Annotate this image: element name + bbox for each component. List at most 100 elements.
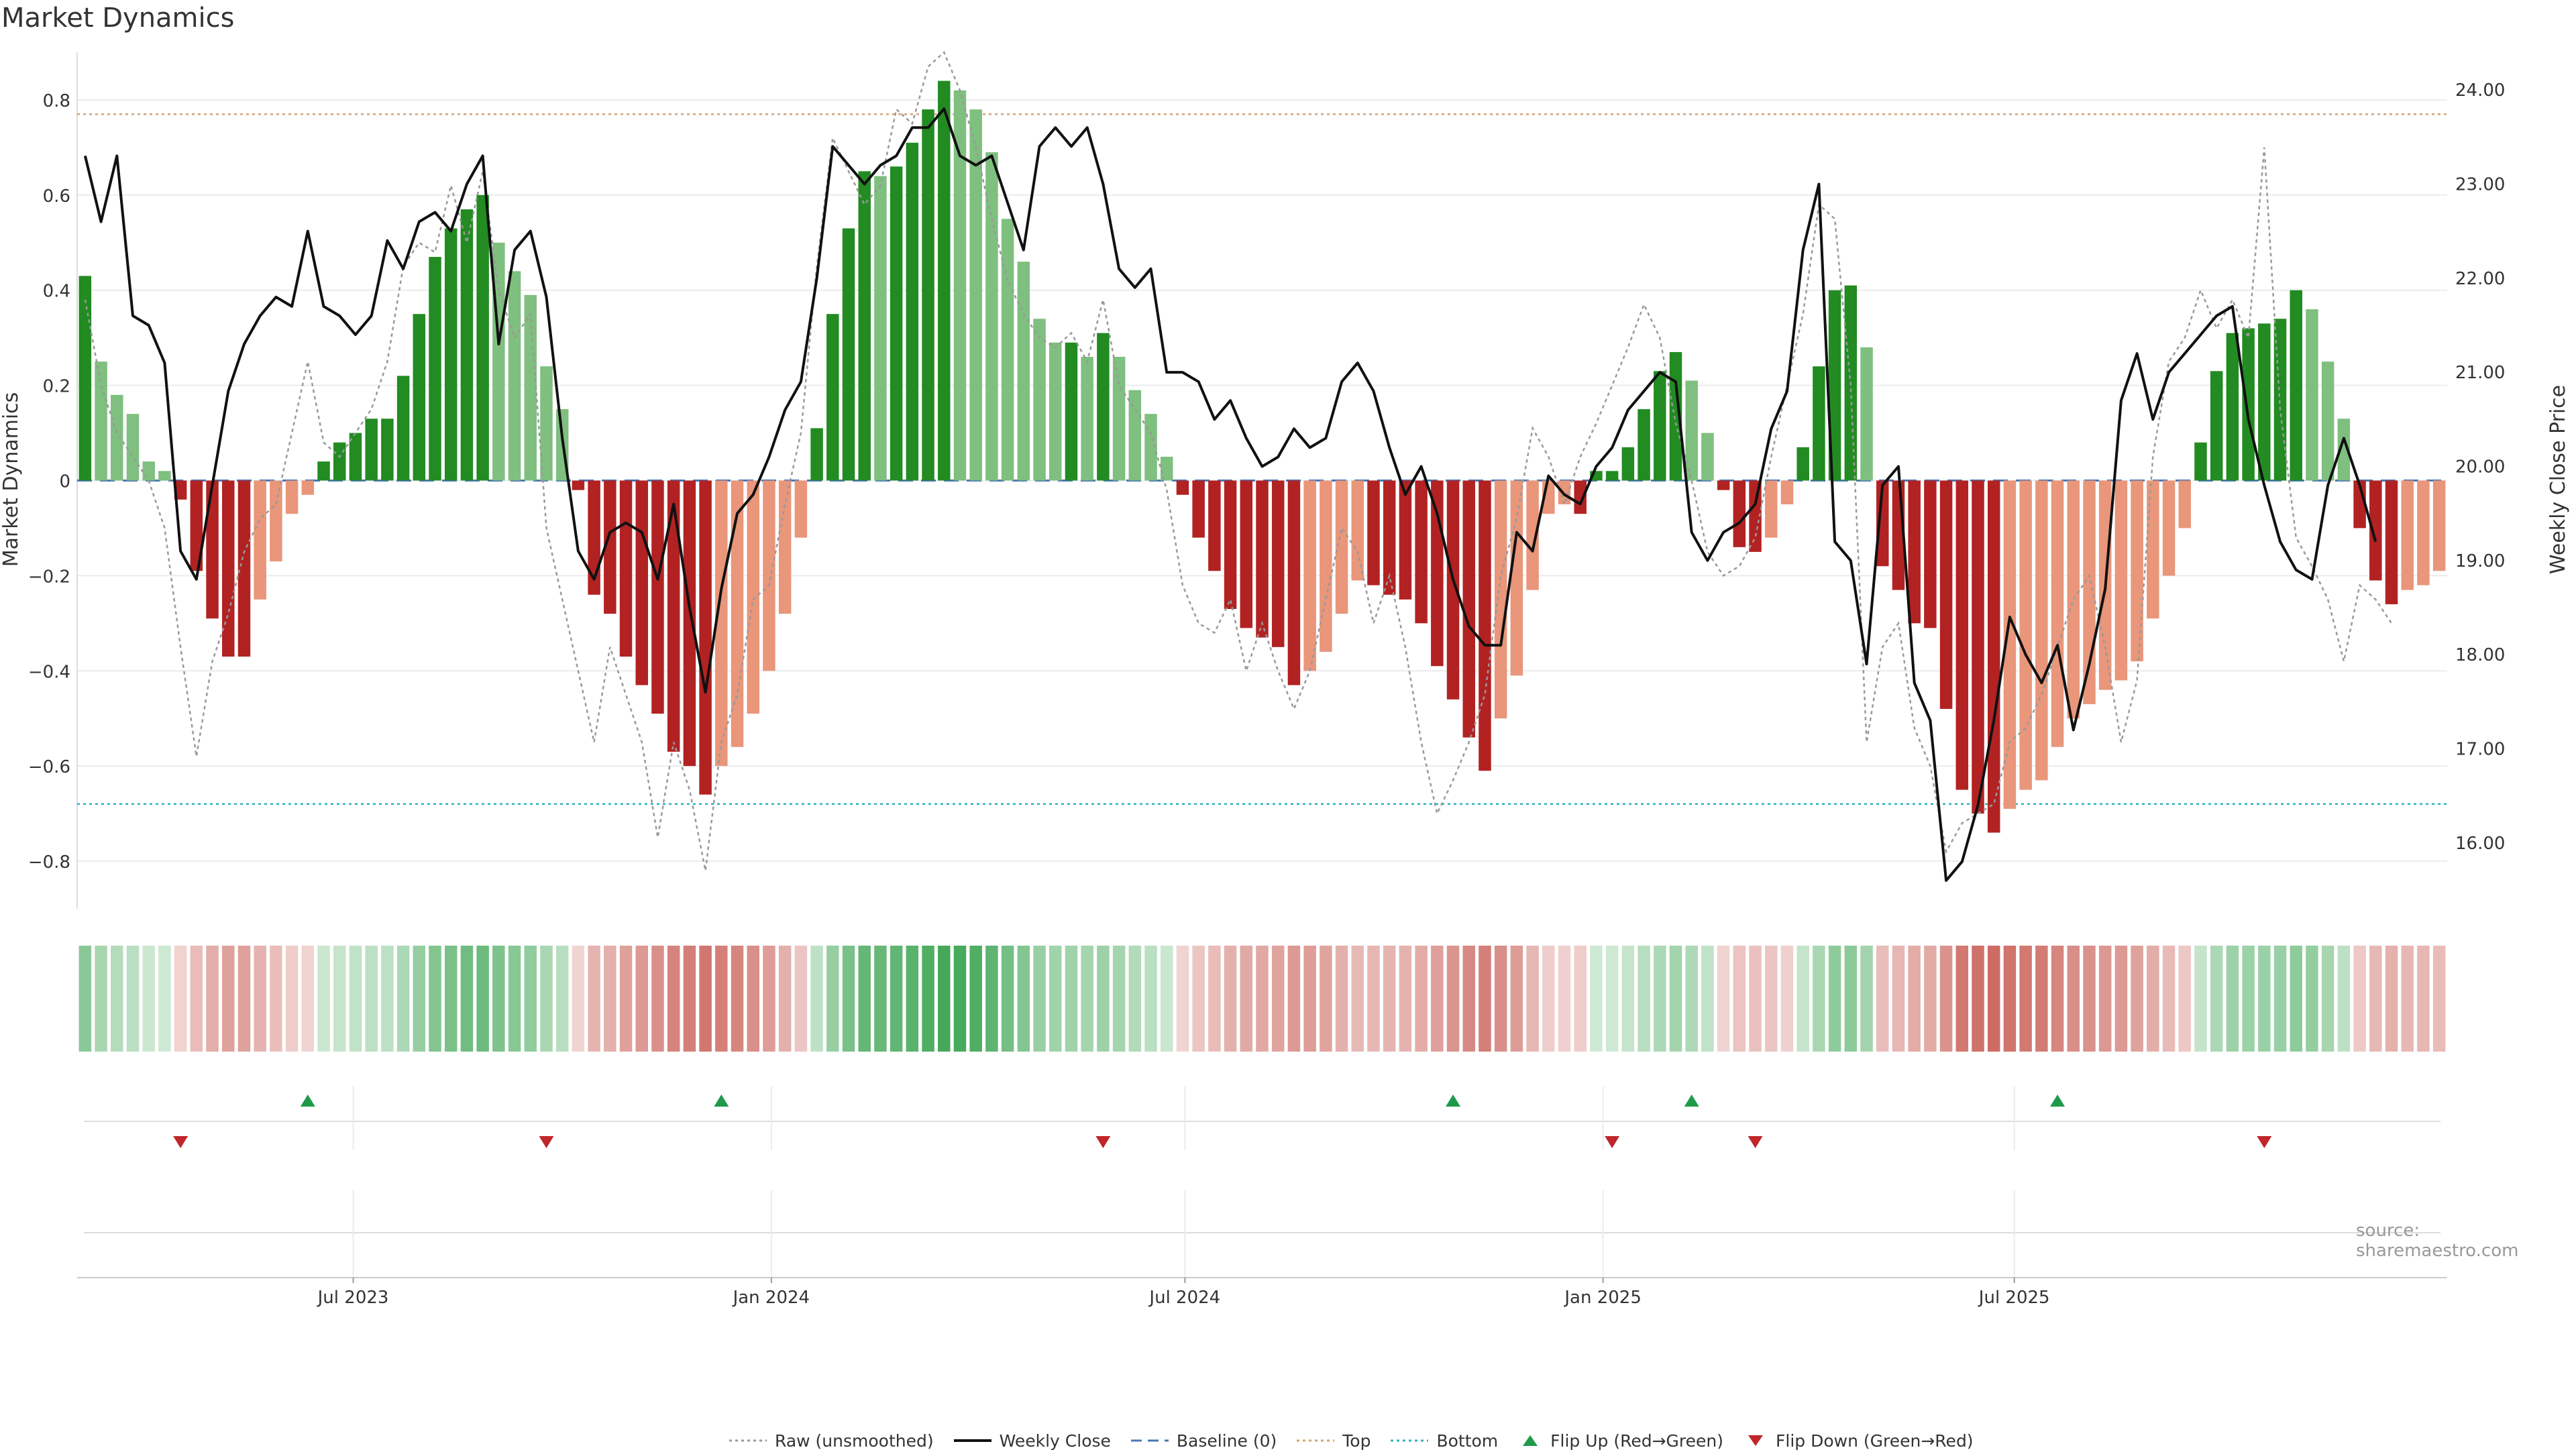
regime-strip-cell xyxy=(1638,946,1650,1052)
market-dynamics-bar xyxy=(2226,333,2239,481)
market-dynamics-bar xyxy=(2051,480,2064,747)
regime-strip-cell xyxy=(1033,946,1046,1052)
market-dynamics-bar xyxy=(540,366,553,481)
market-dynamics-bar xyxy=(747,480,759,714)
market-dynamics-bar xyxy=(2083,480,2096,704)
market-dynamics-bar xyxy=(2147,480,2159,619)
regime-strip-cell xyxy=(619,946,633,1052)
market-dynamics-bar xyxy=(874,176,887,481)
market-dynamics-bar xyxy=(1749,480,1762,552)
regime-strip-cell xyxy=(1780,946,1794,1052)
market-dynamics-bar xyxy=(1685,380,1698,481)
market-dynamics-bar xyxy=(2003,480,2017,809)
market-dynamics-bar xyxy=(1972,480,1984,814)
market-dynamics-bar xyxy=(2178,480,2192,528)
regime-strip-cell xyxy=(555,946,569,1052)
raw-unsmoothed-line xyxy=(84,50,2393,871)
regime-strip-cell xyxy=(1526,946,1539,1052)
market-dynamics-bar xyxy=(2210,371,2223,481)
market-dynamics-bar xyxy=(1510,480,1523,676)
market-dynamics-bar xyxy=(349,433,362,481)
regime-strip-cell xyxy=(270,946,282,1052)
market-dynamics-bar xyxy=(254,480,266,600)
market-dynamics-bar xyxy=(1701,433,1714,481)
regime-strip-cell xyxy=(158,946,171,1052)
market-dynamics-bar xyxy=(2114,480,2128,681)
legend-label: Weekly Close xyxy=(999,1431,1111,1451)
regime-strip-cell xyxy=(1621,946,1635,1052)
regime-strip-cell xyxy=(922,946,934,1052)
regime-strip-cell xyxy=(588,946,600,1052)
y-tick-label-right: 16.00 xyxy=(2455,834,2505,854)
market-dynamics-bar xyxy=(1654,371,1666,481)
regime-strip-cell xyxy=(1844,946,1858,1052)
source-note: source: sharemaestro.com xyxy=(2356,1221,2519,1261)
regime-strip-cell xyxy=(1192,946,1205,1052)
market-dynamics-bar xyxy=(2337,418,2351,481)
regime-strip-cell xyxy=(1081,946,1093,1052)
regime-strip-cell xyxy=(111,946,123,1052)
market-dynamics-bar xyxy=(1383,480,1396,595)
regime-strip-cell xyxy=(985,946,998,1052)
y-tick-label-right: 22.00 xyxy=(2455,269,2505,289)
regime-strip-cell xyxy=(1462,946,1475,1052)
regime-strip-cell xyxy=(142,946,155,1052)
legend-item: Baseline (0) xyxy=(1130,1431,1277,1451)
regime-strip-cell xyxy=(1813,946,1825,1052)
regime-strip-cell xyxy=(1446,946,1460,1052)
regime-strip-cell xyxy=(1224,946,1237,1052)
market-dynamics-bar xyxy=(1780,480,1794,504)
market-dynamics-bar xyxy=(2194,442,2207,481)
market-dynamics-bar xyxy=(1367,480,1380,585)
regime-strip-cell xyxy=(1939,946,1953,1052)
regime-strip-cell xyxy=(301,946,315,1052)
market-dynamics-bar xyxy=(2035,480,2048,781)
regime-strip-cell xyxy=(1574,946,1587,1052)
bars-layer xyxy=(78,80,2446,833)
regime-strip-cell xyxy=(460,946,474,1052)
x-tick-label: Jan 2024 xyxy=(732,1288,810,1308)
regime-strip-cell xyxy=(540,946,553,1052)
market-dynamics-bar xyxy=(683,480,696,767)
regime-strip-cell xyxy=(1542,946,1555,1052)
legend-swatch xyxy=(1748,1435,1764,1446)
weekly-close-line xyxy=(83,107,2377,882)
regime-strip-cell xyxy=(2147,946,2159,1052)
regime-strip-cell xyxy=(444,946,458,1052)
market-dynamics-bar xyxy=(1462,480,1475,738)
market-dynamics-bar xyxy=(444,228,458,481)
regime-strip-cell xyxy=(842,946,855,1052)
flip-up-marker xyxy=(300,1095,315,1107)
regime-strip xyxy=(78,946,2446,1052)
regime-strip-cell xyxy=(1144,946,1157,1052)
market-dynamics-bar xyxy=(1987,480,2000,833)
regime-strip-cell xyxy=(2242,946,2255,1052)
x-tick-label: Jul 2025 xyxy=(1978,1288,2050,1308)
market-dynamics-bar xyxy=(2321,361,2334,481)
market-dynamics-bar xyxy=(2290,290,2302,481)
regime-strip-cell xyxy=(1987,946,2000,1052)
regime-strip-cell xyxy=(1558,946,1571,1052)
regime-strip-cell xyxy=(333,946,346,1052)
market-dynamics-bar xyxy=(953,90,967,481)
legend-label: Flip Down (Green→Red) xyxy=(1776,1431,1974,1451)
market-dynamics-bar xyxy=(2258,323,2271,481)
regime-strip-cell xyxy=(2131,946,2143,1052)
market-dynamics-bar xyxy=(1017,262,1030,481)
market-dynamics-bar xyxy=(1192,480,1205,538)
market-dynamics-bar xyxy=(2019,480,2032,790)
regime-strip-cell xyxy=(1383,946,1396,1052)
flip-down-marker xyxy=(539,1136,554,1148)
flip-up-marker xyxy=(714,1095,729,1107)
market-dynamics-bar xyxy=(158,471,171,481)
regime-strip-cell xyxy=(2210,946,2223,1052)
market-dynamics-bar xyxy=(1446,480,1460,700)
market-dynamics-bar xyxy=(890,166,903,481)
market-dynamics-bar xyxy=(126,414,140,481)
market-dynamics-bar xyxy=(476,194,489,481)
market-dynamics-bar xyxy=(413,314,426,481)
y-axis-label-right: Weekly Close Price xyxy=(2546,385,2570,574)
regime-strip-cell xyxy=(1112,946,1126,1052)
regime-strip-cell xyxy=(1431,946,1444,1052)
